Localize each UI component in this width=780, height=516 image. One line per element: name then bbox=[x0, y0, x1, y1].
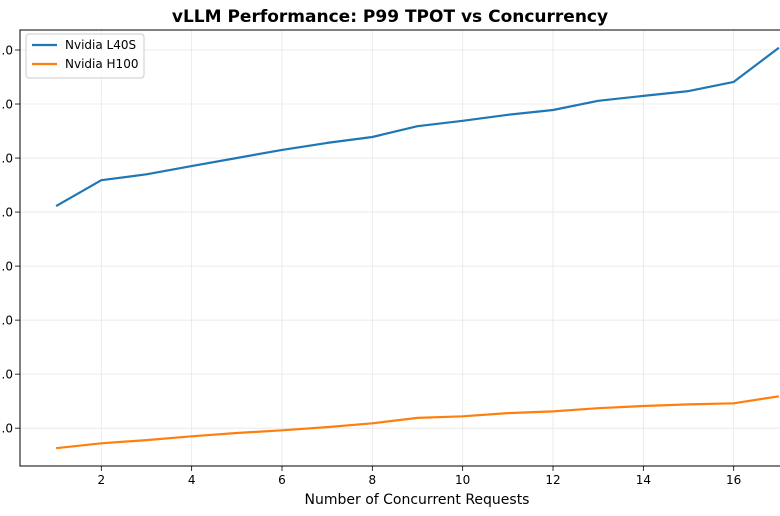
x-tick-label: 14 bbox=[636, 473, 651, 487]
y-tick-label: .0 bbox=[2, 152, 13, 166]
x-tick-label: 6 bbox=[278, 473, 286, 487]
legend-label-h100: Nvidia H100 bbox=[65, 57, 138, 71]
x-tick-label: 8 bbox=[369, 473, 377, 487]
x-tick-label: 10 bbox=[455, 473, 470, 487]
x-tick-label: 2 bbox=[97, 473, 105, 487]
y-tick-label: .0 bbox=[2, 260, 13, 274]
y-tick-label: .0 bbox=[2, 422, 13, 436]
chart-title: vLLM Performance: P99 TPOT vs Concurrenc… bbox=[172, 7, 608, 27]
series-line-h100 bbox=[55, 395, 780, 450]
x-tick-label: 16 bbox=[726, 473, 741, 487]
y-axis: .0 .0 .0 .0 .0 .0 .0 .0 bbox=[2, 43, 20, 436]
plot-frame bbox=[19, 29, 780, 467]
legend: Nvidia L40S Nvidia H100 bbox=[25, 33, 145, 79]
x-tick-label: 12 bbox=[545, 473, 560, 487]
axes-frame bbox=[19, 29, 780, 467]
grid bbox=[20, 30, 780, 466]
x-axis-label: Number of Concurrent Requests bbox=[305, 492, 530, 508]
legend-label-l40s: Nvidia L40S bbox=[65, 38, 136, 52]
x-axis: 2 4 6 8 10 12 14 16 bbox=[97, 466, 741, 487]
series-lines bbox=[55, 46, 780, 450]
series-line-l40s bbox=[55, 46, 780, 208]
y-tick-label: .0 bbox=[2, 98, 13, 112]
y-tick-label: .0 bbox=[2, 314, 13, 328]
x-tick-label: 4 bbox=[188, 473, 196, 487]
y-tick-label: .0 bbox=[2, 368, 13, 382]
y-tick-label: .0 bbox=[2, 43, 13, 57]
y-tick-label: .0 bbox=[2, 206, 13, 220]
